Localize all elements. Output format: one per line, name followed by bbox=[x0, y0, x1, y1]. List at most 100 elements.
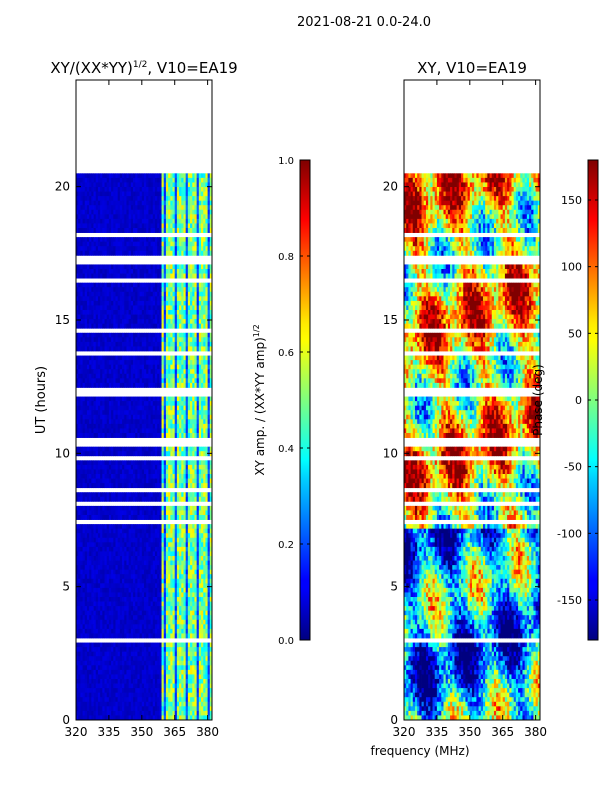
heatmap-cell bbox=[144, 505, 147, 511]
heatmap-cell bbox=[135, 401, 138, 407]
heatmap-cell bbox=[157, 287, 160, 293]
heatmap-cell bbox=[141, 560, 145, 566]
heatmap-cell bbox=[152, 191, 156, 197]
heatmap-cell bbox=[139, 414, 143, 420]
heatmap-cell bbox=[122, 341, 125, 347]
heatmap-cell bbox=[78, 556, 81, 561]
heatmap-cell bbox=[165, 305, 169, 311]
heatmap-cell bbox=[97, 364, 101, 370]
heatmap-cell bbox=[82, 574, 86, 580]
heatmap-cell bbox=[194, 396, 198, 402]
heatmap-cell bbox=[157, 405, 160, 411]
heatmap-cell bbox=[128, 319, 132, 325]
heatmap-cell bbox=[97, 182, 101, 188]
heatmap-cell bbox=[100, 460, 103, 466]
heatmap-cell bbox=[150, 282, 154, 288]
heatmap-cell bbox=[97, 551, 101, 557]
heatmap-cell bbox=[97, 474, 101, 479]
heatmap-cell bbox=[174, 300, 178, 306]
heatmap-cell bbox=[176, 414, 180, 420]
heatmap-cell bbox=[196, 524, 200, 530]
heatmap-cell bbox=[119, 478, 123, 484]
heatmap-cell bbox=[163, 360, 167, 366]
heatmap-cell bbox=[95, 592, 99, 598]
heatmap-cell bbox=[91, 451, 94, 457]
heatmap-cell bbox=[106, 373, 110, 379]
heatmap-cell bbox=[150, 542, 154, 548]
heatmap-cell bbox=[181, 546, 184, 552]
heatmap-cell bbox=[201, 269, 204, 274]
heatmap-cell bbox=[104, 205, 108, 211]
heatmap-cell bbox=[86, 305, 90, 311]
heatmap-cell bbox=[196, 569, 200, 575]
heatmap-cell bbox=[203, 237, 206, 243]
heatmap-cell bbox=[93, 560, 97, 566]
heatmap-cell bbox=[100, 419, 103, 425]
heatmap-cell bbox=[115, 173, 119, 179]
heatmap-cell bbox=[78, 414, 81, 420]
heatmap-cell bbox=[192, 382, 195, 388]
heatmap-cell bbox=[102, 446, 105, 452]
heatmap-cell bbox=[100, 469, 103, 475]
heatmap-cell bbox=[93, 305, 97, 311]
heatmap-cell bbox=[139, 428, 143, 434]
heatmap-cell bbox=[163, 556, 167, 561]
heatmap-cell bbox=[130, 505, 134, 511]
heatmap-cell bbox=[157, 228, 160, 233]
heatmap-cell bbox=[196, 587, 200, 593]
heatmap-cell bbox=[78, 273, 81, 279]
heatmap-cell bbox=[174, 246, 178, 252]
heatmap-cell bbox=[163, 346, 167, 352]
heatmap-cell bbox=[119, 364, 123, 370]
heatmap-cell bbox=[128, 524, 132, 530]
heatmap-cell bbox=[91, 373, 94, 379]
heatmap-cell bbox=[174, 574, 178, 580]
heatmap-cell bbox=[80, 382, 83, 388]
heatmap-cell bbox=[144, 474, 147, 479]
heatmap-cell bbox=[161, 187, 165, 192]
heatmap-cell bbox=[161, 396, 165, 402]
heatmap-cell bbox=[194, 196, 198, 202]
heatmap-cell bbox=[150, 269, 154, 274]
heatmap-cell bbox=[176, 382, 180, 388]
heatmap-cell bbox=[113, 305, 116, 311]
heatmap-cell bbox=[198, 556, 202, 561]
heatmap-cell bbox=[203, 341, 206, 347]
heatmap-cell bbox=[141, 533, 145, 539]
heatmap-cell bbox=[181, 218, 184, 224]
heatmap-cell bbox=[174, 505, 178, 511]
heatmap-cell bbox=[170, 423, 173, 429]
heatmap-cell bbox=[122, 515, 125, 520]
heatmap-cell bbox=[111, 446, 114, 452]
heatmap-cell bbox=[194, 341, 198, 347]
heatmap-cell bbox=[76, 414, 79, 420]
heatmap-cell bbox=[183, 565, 187, 571]
heatmap-cell bbox=[135, 378, 138, 384]
heatmap-cell bbox=[170, 546, 173, 552]
heatmap-cell bbox=[108, 319, 112, 325]
heatmap-cell bbox=[106, 556, 110, 561]
heatmap-cell bbox=[176, 323, 180, 329]
heatmap-cell bbox=[128, 296, 132, 302]
heatmap-cell bbox=[192, 492, 195, 498]
heatmap-cell bbox=[93, 187, 97, 192]
heatmap-cell bbox=[82, 492, 86, 498]
heatmap-cell bbox=[150, 196, 154, 202]
heatmap-cell bbox=[179, 250, 182, 256]
heatmap-cell bbox=[93, 218, 97, 224]
heatmap-cell bbox=[111, 332, 114, 338]
heatmap-cell bbox=[198, 492, 202, 498]
heatmap-cell bbox=[201, 369, 204, 375]
heatmap-cell bbox=[161, 337, 165, 343]
heatmap-cell bbox=[190, 474, 193, 479]
heatmap-cell bbox=[78, 401, 81, 407]
heatmap-cell bbox=[146, 382, 149, 388]
heatmap-cell bbox=[141, 492, 145, 498]
heatmap-cell bbox=[78, 228, 81, 233]
heatmap-cell bbox=[126, 451, 130, 457]
heatmap-cell bbox=[205, 474, 209, 479]
heatmap-cell bbox=[93, 460, 97, 466]
heatmap-cell bbox=[80, 551, 83, 557]
heatmap-cell bbox=[144, 515, 147, 520]
heatmap-cell bbox=[126, 246, 130, 252]
